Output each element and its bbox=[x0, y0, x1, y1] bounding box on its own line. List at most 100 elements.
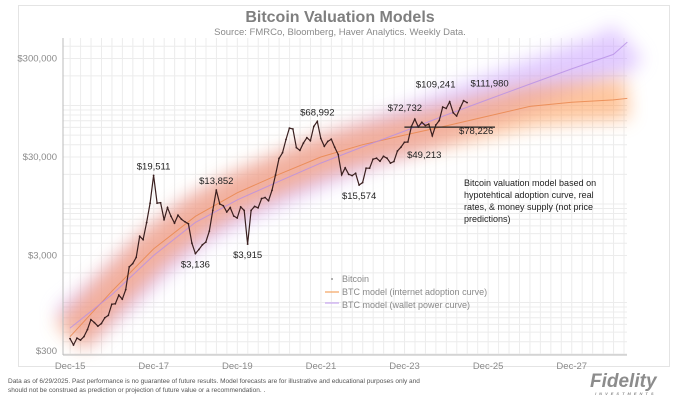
bitcoin-point bbox=[173, 222, 176, 224]
bitcoin-point bbox=[222, 204, 225, 207]
bitcoin-point bbox=[191, 242, 193, 245]
bitcoin-point bbox=[326, 140, 329, 143]
data-label: $3,915 bbox=[233, 250, 262, 261]
y-tick-label: $300 bbox=[36, 346, 57, 357]
bitcoin-point bbox=[232, 215, 235, 217]
bitcoin-point bbox=[452, 111, 455, 114]
bitcoin-point bbox=[194, 252, 197, 255]
legend-internet-adoption: BTC model (internet adoption curve) bbox=[342, 287, 487, 297]
bitcoin-point bbox=[117, 294, 120, 296]
legend-bitcoin: Bitcoin bbox=[342, 274, 369, 284]
bitcoin-point bbox=[382, 155, 385, 158]
bitcoin-point bbox=[271, 189, 273, 192]
bitcoin-point bbox=[354, 172, 357, 175]
x-tick-label: Dec-23 bbox=[389, 361, 420, 372]
bitcoin-point bbox=[375, 157, 378, 160]
bitcoin-point bbox=[292, 128, 294, 130]
data-label: $19,511 bbox=[137, 161, 171, 172]
bitcoin-point bbox=[142, 238, 145, 241]
bitcoin-point bbox=[438, 119, 441, 122]
bitcoin-point bbox=[152, 174, 155, 177]
bitcoin-point bbox=[420, 121, 423, 124]
y-tick-label: $300,000 bbox=[17, 54, 57, 65]
bitcoin-point bbox=[107, 314, 110, 317]
bitcoin-point bbox=[243, 209, 246, 212]
y-tick-label: $30,000 bbox=[23, 152, 57, 163]
bitcoin-point bbox=[76, 337, 78, 340]
bitcoin-point bbox=[218, 203, 221, 205]
bitcoin-point bbox=[445, 107, 448, 110]
bitcoin-point bbox=[114, 302, 117, 305]
bitcoin-point bbox=[448, 100, 451, 103]
bitcoin-point bbox=[156, 202, 158, 205]
bitcoin-point bbox=[79, 339, 82, 342]
x-tick-label: Dec-17 bbox=[138, 361, 169, 372]
data-label: $13,852 bbox=[199, 176, 233, 187]
bitcoin-point bbox=[340, 173, 343, 176]
legend: Bitcoin BTC model (internet adoption cur… bbox=[325, 274, 487, 310]
bitcoin-point bbox=[285, 138, 287, 141]
bitcoin-point bbox=[288, 127, 291, 130]
bitcoin-point bbox=[431, 134, 434, 137]
y-tick-label: $3,000 bbox=[28, 251, 57, 262]
bitcoin-point bbox=[250, 209, 253, 212]
series-lines bbox=[69, 41, 628, 347]
axes: $300 $3,000 $30,000 $300,000 Dec-15 Dec-17 Dec… bbox=[17, 38, 627, 372]
bitcoin-point bbox=[159, 201, 162, 204]
bitcoin-point bbox=[260, 197, 263, 200]
bitcoin-point bbox=[278, 157, 280, 160]
bitcoin-point bbox=[170, 215, 172, 218]
bitcoin-point bbox=[295, 146, 298, 149]
bitcoin-point bbox=[365, 167, 367, 170]
bitcoin-point bbox=[204, 241, 207, 244]
bitcoin-point bbox=[83, 335, 85, 338]
bitcoin-point bbox=[96, 325, 99, 328]
bitcoin-point bbox=[131, 262, 134, 265]
bitcoin-point bbox=[197, 248, 200, 251]
bitcoin-point bbox=[316, 120, 319, 123]
bitcoin-point bbox=[110, 303, 113, 306]
bitcoin-point bbox=[337, 153, 340, 156]
bitcoin-point bbox=[459, 107, 462, 109]
bitcoin-point bbox=[379, 160, 381, 163]
wallet-power-line bbox=[69, 41, 628, 329]
bitcoin-point bbox=[330, 138, 333, 141]
bitcoin-point bbox=[211, 209, 214, 212]
bitcoin-point bbox=[103, 316, 106, 319]
bitcoin-point bbox=[145, 221, 148, 224]
bitcoin-point bbox=[184, 220, 186, 223]
chart-subtitle: Source: FMRCo, Bloomberg, Haver Analytic… bbox=[214, 27, 466, 38]
bitcoin-point bbox=[86, 328, 89, 331]
bitcoin-point bbox=[466, 101, 468, 104]
bitcoin-point bbox=[333, 146, 336, 149]
bitcoin-point bbox=[149, 202, 152, 205]
bitcoin-point bbox=[396, 150, 399, 152]
bitcoin-point bbox=[100, 322, 103, 325]
bitcoin-point bbox=[274, 174, 277, 176]
chart-title: Bitcoin Valuation Models bbox=[245, 9, 434, 26]
note-line-1: Bitcoin valuation model based on bbox=[464, 178, 596, 188]
bitcoin-point bbox=[372, 158, 374, 161]
bitcoin-point bbox=[208, 230, 211, 233]
bitcoin-point bbox=[427, 123, 430, 126]
logo-text: Fidelity bbox=[590, 371, 657, 392]
model-note: Bitcoin valuation model based on hypoteh… bbox=[464, 178, 596, 224]
data-label: $3,136 bbox=[181, 260, 210, 271]
legend-wallet-power: BTC model (wallet power curve) bbox=[342, 300, 470, 310]
bitcoin-point bbox=[93, 321, 96, 324]
disclaimer: Data as of 6/29/2025. Past performance i… bbox=[8, 377, 580, 395]
data-label: $49,213 bbox=[407, 150, 441, 161]
x-tick-label: Dec-27 bbox=[556, 361, 587, 372]
bitcoin-point bbox=[239, 205, 242, 208]
bitcoin-point bbox=[236, 217, 239, 219]
bitcoin-point bbox=[393, 160, 395, 163]
bitcoin-point bbox=[246, 243, 249, 246]
fidelity-logo: Fidelity INVESTMENTS bbox=[590, 372, 657, 396]
disclaimer-line-2: should not be construed as prediction or… bbox=[8, 387, 266, 394]
bitcoin-point bbox=[163, 218, 165, 221]
bitcoin-point bbox=[319, 137, 322, 140]
bitcoin-point bbox=[225, 211, 228, 213]
bitcoin-point bbox=[323, 145, 326, 148]
bitcoin-point bbox=[312, 125, 315, 128]
data-label: $15,574 bbox=[342, 191, 376, 202]
